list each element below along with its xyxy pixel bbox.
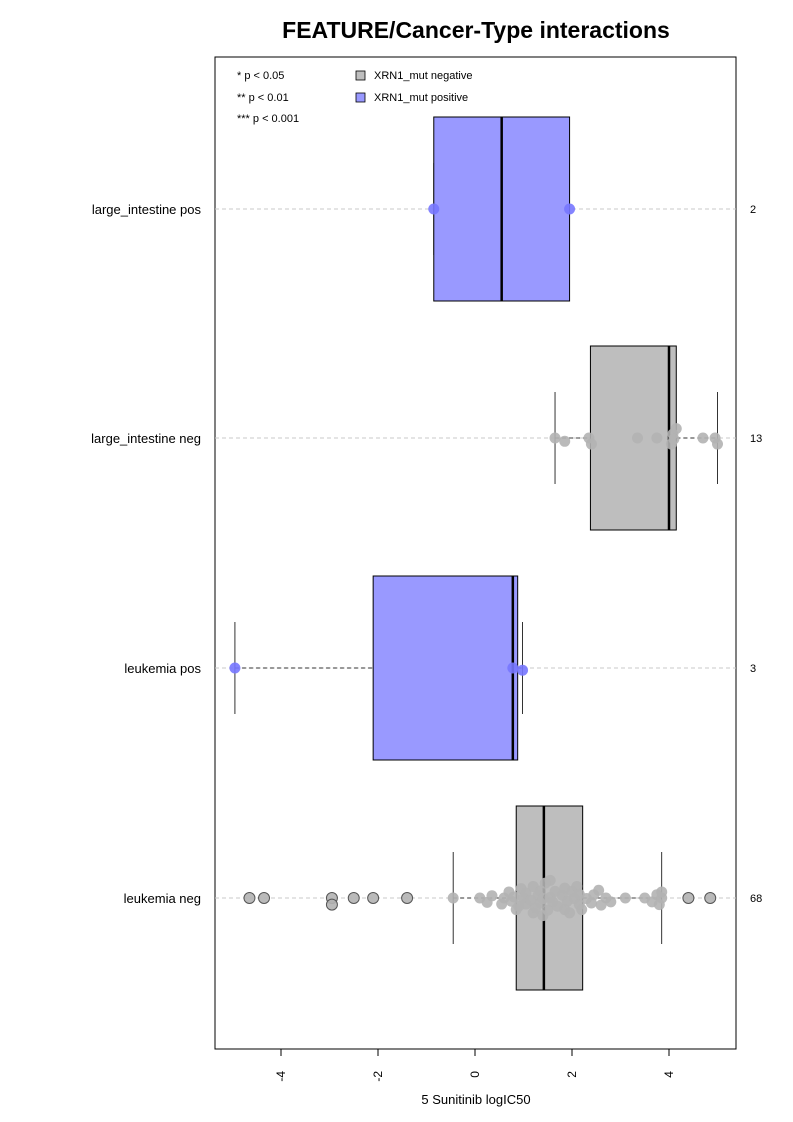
chart-title: FEATURE/Cancer-Type interactions [282, 17, 670, 43]
legend-swatch-negative [355, 70, 366, 81]
data-point-large-intestine-neg-12 [712, 438, 723, 450]
boxes [234, 116, 718, 991]
data-point-large-intestine-neg-10 [697, 432, 709, 444]
legend: * p < 0.05 ** p < 0.01 *** p < 0.001 XRN… [237, 70, 472, 125]
data-point-leukemia-neg-5 [367, 892, 380, 904]
x-axis-label: 5 Sunitinib logIC50 [421, 1092, 530, 1107]
x-tick-label-3: 2 [565, 1071, 579, 1078]
data-point-leukemia-neg-34 [544, 874, 556, 886]
legend-sig-3: *** p < 0.001 [237, 113, 299, 125]
data-point-leukemia-neg-10 [486, 890, 498, 902]
category-labels: large_intestine pos large_intestine neg le… [91, 202, 201, 906]
count-label-leukemia-pos: 3 [750, 663, 756, 675]
category-label-large-intestine-pos: large_intestine pos [92, 202, 202, 217]
x-tick-label-4: 4 [662, 1071, 676, 1078]
data-point-leukemia-neg-62 [656, 886, 668, 898]
data-point-leukemia-neg-42 [564, 907, 576, 919]
legend-sig-2: ** p < 0.01 [237, 92, 289, 104]
legend-swatch-positive [355, 92, 366, 103]
data-point-large-intestine-pos-0 [428, 203, 440, 215]
data-point-leukemia-neg-3 [325, 898, 338, 911]
x-tick-label-0: -4 [274, 1071, 288, 1082]
data-point-large-intestine-neg-3 [585, 438, 597, 450]
category-label-large-intestine-neg: large_intestine neg [91, 431, 201, 446]
x-tick-label-2: 0 [468, 1071, 482, 1078]
x-tick-label-1: -2 [371, 1071, 385, 1082]
data-point-leukemia-neg-64 [704, 892, 717, 904]
data-point-large-intestine-neg-1 [559, 435, 571, 447]
category-label-leukemia-neg: leukemia neg [124, 891, 201, 906]
data-point-leukemia-neg-55 [605, 896, 617, 908]
x-axis: -4 -2 0 2 4 [274, 1048, 676, 1082]
data-point-large-intestine-neg-8 [668, 433, 680, 445]
box-leukemia-pos [372, 575, 519, 761]
data-point-leukemia-pos-2 [517, 664, 529, 676]
data-point-leukemia-neg-0 [243, 892, 256, 904]
data-point-leukemia-pos-1 [507, 662, 519, 674]
grid-lines [215, 208, 736, 899]
data-point-leukemia-neg-7 [447, 892, 459, 904]
data-point-leukemia-neg-15 [508, 891, 520, 903]
data-point-leukemia-neg-50 [585, 897, 597, 909]
data-point-large-intestine-pos-1 [564, 203, 576, 215]
data-point-large-intestine-neg-9 [670, 423, 682, 435]
data-point-leukemia-neg-52 [593, 884, 605, 896]
count-label-leukemia-neg: 68 [750, 893, 762, 905]
legend-sig-1: * p < 0.05 [237, 70, 284, 82]
data-point-leukemia-neg-6 [401, 892, 414, 904]
data-point-large-intestine-neg-0 [549, 432, 561, 444]
data-point-leukemia-neg-32 [542, 904, 554, 916]
legend-label-positive: XRN1_mut positive [374, 92, 468, 104]
data-point-large-intestine-neg-5 [651, 432, 663, 444]
data-point-leukemia-neg-63 [682, 892, 695, 904]
data-point-leukemia-neg-1 [258, 892, 271, 904]
data-point-leukemia-pos-0 [229, 662, 241, 674]
data-point-large-intestine-neg-4 [631, 432, 643, 444]
legend-label-negative: XRN1_mut negative [374, 70, 472, 82]
data-point-leukemia-neg-4 [347, 892, 360, 904]
count-label-large-intestine-pos: 2 [750, 204, 756, 216]
data-point-leukemia-neg-48 [576, 904, 588, 916]
count-label-large-intestine-neg: 13 [750, 433, 762, 445]
data-point-leukemia-neg-56 [619, 892, 631, 904]
category-label-leukemia-pos: leukemia pos [124, 661, 201, 676]
points [229, 203, 723, 922]
count-labels: 2 13 3 68 [750, 204, 762, 905]
